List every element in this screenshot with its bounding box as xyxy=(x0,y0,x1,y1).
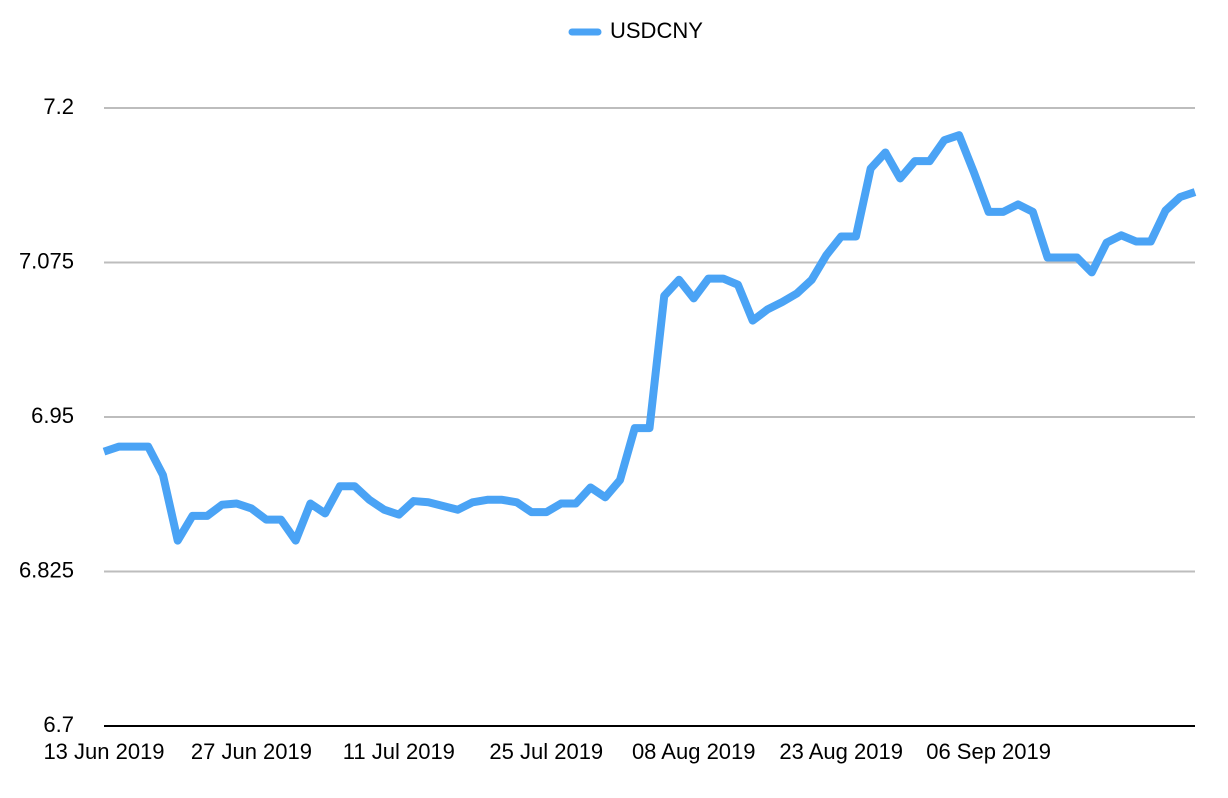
y-tick-label: 7.2 xyxy=(43,94,74,119)
x-tick-label: 08 Aug 2019 xyxy=(632,739,756,764)
y-tick-label: 6.7 xyxy=(43,712,74,737)
x-tick-label: 11 Jul 2019 xyxy=(343,739,455,764)
legend-label: USDCNY xyxy=(610,18,703,43)
x-tick-label: 23 Aug 2019 xyxy=(779,739,903,764)
data-line xyxy=(102,131,1197,545)
y-tick-label: 6.825 xyxy=(19,557,74,582)
x-tick-label: 25 Jul 2019 xyxy=(489,739,603,764)
y-tick-label: 6.95 xyxy=(31,403,74,428)
x-tick-label: 13 Jun 2019 xyxy=(43,739,164,764)
x-tick-label: 27 Jun 2019 xyxy=(191,739,312,764)
y-tick-label: 7.075 xyxy=(19,248,74,273)
x-tick-label: 06 Sep 2019 xyxy=(926,739,1051,764)
legend: USDCNY xyxy=(568,18,703,43)
